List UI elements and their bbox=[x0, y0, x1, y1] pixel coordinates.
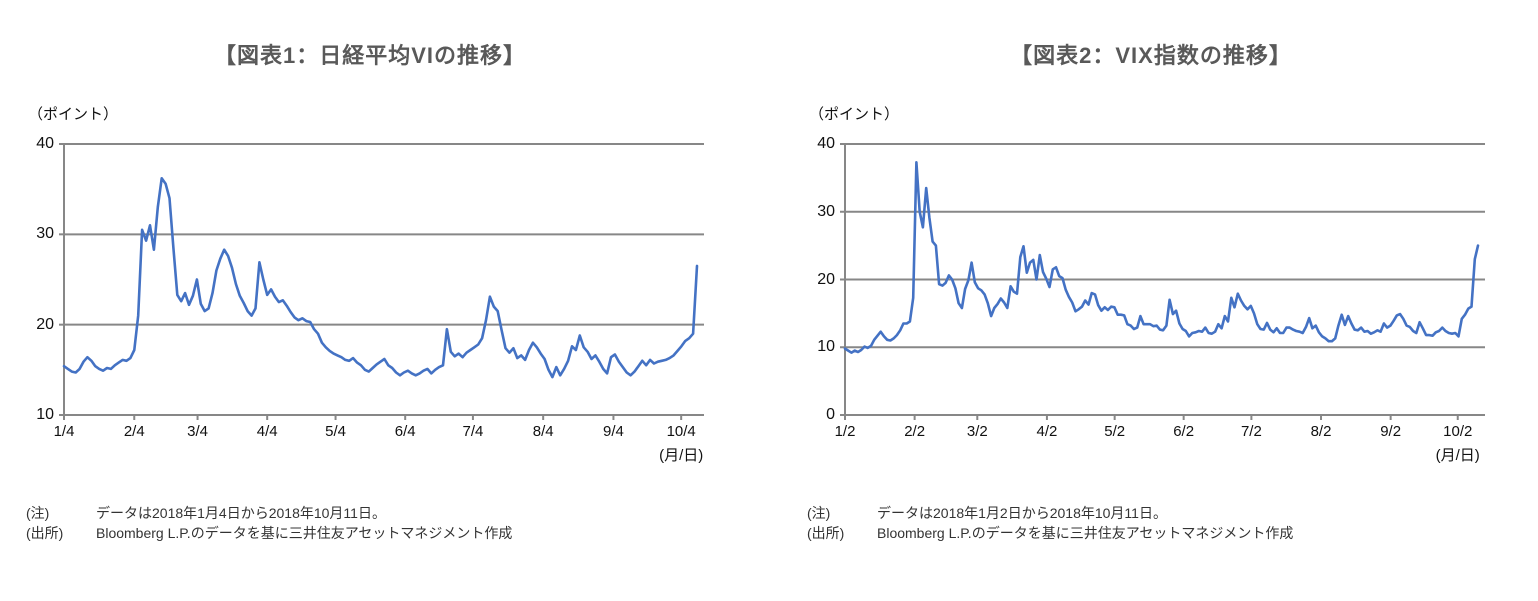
chart-title: 【図表2：VIX指数の推移】 bbox=[1010, 43, 1292, 68]
x-tick-label: 3/2 bbox=[966, 423, 988, 440]
x-axis-labels: 1/2 2/2 3/2 4/2 5/2 6/2 7/2 8/2 9/2 10/2 bbox=[835, 423, 1485, 445]
source-label: (出所) bbox=[26, 525, 64, 541]
x-tick-label: 10/4 bbox=[666, 423, 696, 440]
series-line bbox=[843, 160, 1480, 354]
note-label: (注) bbox=[26, 505, 50, 521]
note-row: (注) データは2018年1月2日から2018年10月11日。 bbox=[807, 503, 1293, 523]
x-tick-label: 10/2 bbox=[1443, 423, 1473, 440]
nikkei-vi-chart: 【図表1：日経平均VIの推移】 （ポイント） 10 20 30 40 1/4 2/4 3/… bbox=[0, 0, 740, 601]
y-axis-labels: 0 10 20 30 40 bbox=[781, 135, 835, 423]
y-tick-label: 20 bbox=[36, 315, 54, 333]
x-tick-label: 7/4 bbox=[462, 423, 484, 440]
plot-svg bbox=[59, 143, 704, 420]
y-tick-label: 30 bbox=[36, 225, 54, 243]
x-tick-label: 5/2 bbox=[1104, 423, 1126, 440]
source-label: (出所) bbox=[807, 525, 845, 541]
x-tick-label: 1/4 bbox=[53, 423, 75, 440]
note-text: データは2018年1月2日から2018年10月11日。 bbox=[877, 505, 1167, 521]
plot-area bbox=[59, 143, 704, 420]
y-tick-label: 10 bbox=[36, 406, 54, 423]
y-tick-label: 40 bbox=[817, 135, 835, 152]
x-tick-label: 1/2 bbox=[834, 423, 856, 440]
y-axis-labels: 10 20 30 40 bbox=[0, 135, 54, 423]
x-tick-label: 6/2 bbox=[1173, 423, 1195, 440]
note-text: データは2018年1月4日から2018年10月11日。 bbox=[96, 505, 386, 521]
x-tick-label: 9/2 bbox=[1380, 423, 1402, 440]
y-axis-unit-label: （ポイント） bbox=[809, 106, 900, 123]
source-row: (出所) Bloomberg L.P.のデータを基に三井住友アセットマネジメント… bbox=[807, 523, 1293, 543]
note-row: (注) データは2018年1月4日から2018年10月11日。 bbox=[26, 503, 512, 523]
x-axis-unit-label: (月/日) bbox=[1435, 447, 1480, 464]
x-axis-labels: 1/4 2/4 3/4 4/4 5/4 6/4 7/4 8/4 9/4 10/4 bbox=[54, 423, 704, 445]
plot-svg bbox=[840, 143, 1485, 420]
source-text: Bloomberg L.P.のデータを基に三井住友アセットマネジメント作成 bbox=[96, 525, 513, 541]
y-tick-label: 10 bbox=[817, 338, 835, 356]
y-tick-label: 0 bbox=[826, 406, 835, 423]
vix-index-chart: 【図表2：VIX指数の推移】 （ポイント） 0 10 20 30 40 1/2 2/2 3/… bbox=[781, 0, 1521, 601]
x-tick-label: 2/4 bbox=[123, 423, 145, 440]
y-tick-label: 30 bbox=[817, 202, 835, 220]
plot-area bbox=[840, 143, 1485, 420]
series-line bbox=[62, 176, 699, 379]
chart-title: 【図表1：日経平均VIの推移】 bbox=[213, 43, 527, 68]
x-tick-label: 4/4 bbox=[256, 423, 278, 440]
x-tick-label: 5/4 bbox=[325, 423, 346, 440]
x-tick-label: 7/2 bbox=[1240, 423, 1262, 440]
source-row: (出所) Bloomberg L.P.のデータを基に三井住友アセットマネジメント… bbox=[26, 523, 512, 543]
chart-notes: (注) データは2018年1月2日から2018年10月11日。 (出所) Blo… bbox=[807, 503, 1293, 543]
x-tick-label: 8/4 bbox=[532, 423, 554, 440]
chart-notes: (注) データは2018年1月4日から2018年10月11日。 (出所) Blo… bbox=[26, 503, 512, 543]
source-text: Bloomberg L.P.のデータを基に三井住友アセットマネジメント作成 bbox=[877, 525, 1294, 541]
x-tick-label: 9/4 bbox=[603, 423, 624, 440]
y-tick-label: 40 bbox=[36, 135, 54, 152]
y-tick-label: 20 bbox=[817, 270, 835, 288]
x-tick-label: 4/2 bbox=[1036, 423, 1058, 440]
x-tick-label: 3/4 bbox=[187, 423, 208, 440]
x-tick-label: 8/2 bbox=[1310, 423, 1332, 440]
x-tick-label: 6/4 bbox=[394, 423, 416, 440]
note-label: (注) bbox=[807, 505, 831, 521]
x-tick-label: 2/2 bbox=[904, 423, 926, 440]
x-axis-unit-label: (月/日) bbox=[659, 447, 704, 464]
y-axis-unit-label: （ポイント） bbox=[28, 106, 119, 123]
